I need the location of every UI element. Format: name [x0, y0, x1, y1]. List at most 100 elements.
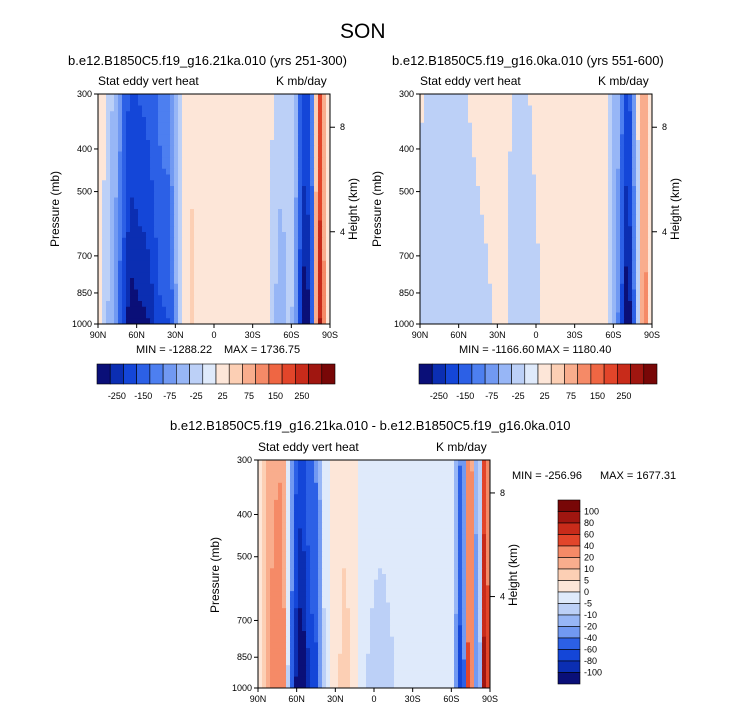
field-cell: [640, 237, 645, 244]
field-cell: [290, 117, 295, 124]
field-cell: [536, 163, 541, 170]
field-cell: [290, 105, 295, 112]
field-cell: [322, 203, 327, 210]
field-cell: [496, 232, 501, 239]
field-cell: [512, 255, 517, 262]
field-cell: [608, 157, 613, 164]
field-cell: [480, 117, 485, 124]
field-cell: [418, 465, 423, 472]
field-cell: [484, 140, 489, 147]
field-cell: [428, 301, 433, 308]
field-cell: [496, 272, 501, 279]
field-cell: [102, 191, 107, 198]
field-cell: [428, 278, 433, 285]
x-tick-label: 30S: [567, 330, 583, 340]
field-cell: [476, 157, 481, 164]
field-cell: [310, 460, 315, 467]
colorbar-box: [162, 363, 177, 385]
field-cell: [158, 105, 163, 112]
field-cell: [170, 140, 175, 147]
field-cell: [468, 249, 473, 256]
field-cell: [452, 168, 457, 175]
field-cell: [122, 226, 127, 233]
field-cell: [318, 145, 323, 152]
field-cell: [262, 105, 267, 112]
field-cell: [572, 140, 577, 147]
field-cell: [306, 99, 311, 106]
field-cell: [444, 272, 449, 279]
field-cell: [532, 318, 537, 325]
field-cell: [536, 312, 541, 319]
field-cell: [418, 460, 423, 467]
field-cell: [286, 471, 291, 478]
field-cell: [604, 197, 609, 204]
field-cell: [612, 237, 617, 244]
field-cell: [146, 168, 151, 175]
field-cell: [198, 295, 203, 302]
field-cell: [226, 255, 231, 262]
field-cell: [150, 134, 155, 141]
field-cell: [492, 111, 497, 118]
field-cell: [234, 134, 239, 141]
field-cell: [440, 163, 445, 170]
field-cell: [544, 94, 549, 101]
y2-tick-label: 4: [340, 227, 345, 237]
field-cell: [508, 289, 513, 296]
field-cell: [306, 460, 311, 467]
field-cell: [508, 249, 513, 256]
field-cell: [504, 237, 509, 244]
field-cell: [182, 283, 187, 290]
field-cell: [532, 214, 537, 221]
field-cell: [448, 151, 453, 158]
field-cell: [146, 243, 151, 250]
field-cell: [484, 306, 489, 313]
field-cell: [314, 151, 319, 158]
field-cell: [126, 237, 131, 244]
field-cell: [282, 232, 287, 239]
field-cell: [628, 105, 633, 112]
field-cell: [298, 191, 303, 198]
field-cell: [294, 168, 299, 175]
field-cell: [130, 122, 135, 129]
field-cell: [198, 232, 203, 239]
field-cell: [640, 94, 645, 101]
field-cell: [158, 306, 163, 313]
field-cell: [640, 111, 645, 118]
field-cell: [520, 232, 525, 239]
field-cell: [584, 214, 589, 221]
field-cell: [254, 260, 259, 267]
field-cell: [258, 283, 263, 290]
field-cell: [306, 134, 311, 141]
field-cell: [508, 232, 513, 239]
field-cell: [154, 134, 159, 141]
field-cell: [484, 232, 489, 239]
field-cell: [190, 272, 195, 279]
field-cell: [122, 220, 127, 227]
field-cell: [110, 174, 115, 181]
field-cell: [636, 186, 641, 193]
field-cell: [536, 220, 541, 227]
field-cell: [222, 145, 227, 152]
field-cell: [374, 460, 379, 467]
field-cell: [286, 477, 291, 484]
colorbar-box: [577, 363, 592, 385]
field-cell: [632, 283, 637, 290]
field-cell: [584, 260, 589, 267]
field-cell: [266, 174, 271, 181]
field-cell: [448, 220, 453, 227]
field-cell: [314, 203, 319, 210]
field-cell: [238, 94, 243, 101]
field-cell: [608, 278, 613, 285]
field-cell: [604, 99, 609, 106]
field-cell: [274, 105, 279, 112]
field-cell: [230, 157, 235, 164]
field-cell: [262, 460, 267, 467]
field-cells: [258, 460, 491, 689]
field-cell: [496, 249, 501, 256]
field-cell: [166, 197, 171, 204]
field-cell: [436, 209, 441, 216]
field-cell: [560, 203, 565, 210]
field-cell: [278, 111, 283, 118]
field-cell: [628, 134, 633, 141]
field-cell: [182, 191, 187, 198]
